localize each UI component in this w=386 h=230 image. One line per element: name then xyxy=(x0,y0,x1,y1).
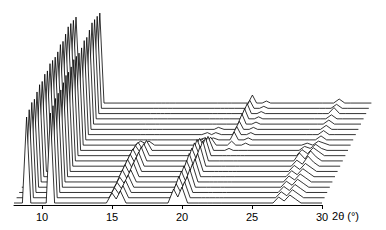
svg-text:25: 25 xyxy=(246,211,258,223)
svg-text:10: 10 xyxy=(36,211,48,223)
svg-text:15: 15 xyxy=(106,211,118,223)
svg-text:30: 30 xyxy=(316,211,328,223)
svg-text:2θ (°): 2θ (°) xyxy=(332,210,359,222)
svg-text:20: 20 xyxy=(176,211,188,223)
